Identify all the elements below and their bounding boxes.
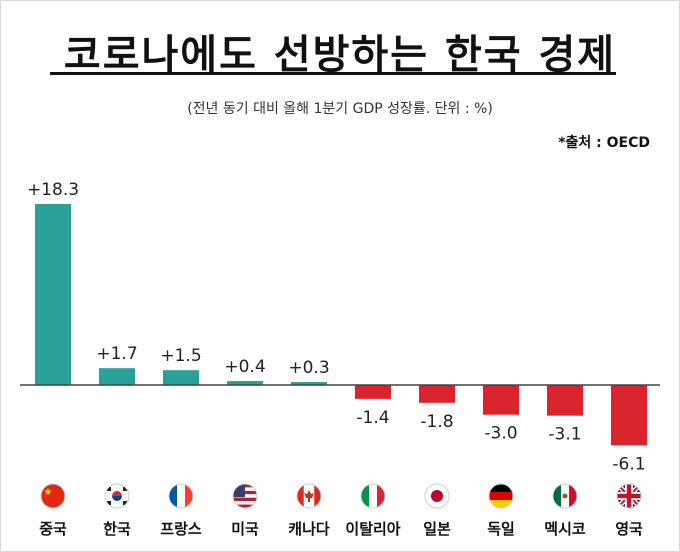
- italy-flag-icon: [360, 483, 386, 509]
- category-label-6: 일본: [423, 520, 451, 538]
- value-label-6: -1.8: [420, 412, 453, 432]
- japan-flag-icon: [424, 483, 450, 509]
- mexico-flag-icon: [552, 483, 578, 509]
- category-label-9: 영국: [615, 520, 643, 538]
- category-label-4: 캐나다: [288, 520, 330, 538]
- bar-3: [227, 381, 263, 385]
- category-label-7: 독일: [487, 520, 515, 538]
- value-label-2: +1.5: [160, 346, 201, 366]
- bar-8: [547, 385, 583, 416]
- value-label-4: +0.3: [288, 358, 329, 378]
- bar-0: [35, 204, 71, 385]
- bar-1: [99, 368, 135, 385]
- category-label-2: 프랑스: [160, 520, 202, 538]
- value-label-3: +0.4: [224, 357, 265, 377]
- usa-flag-icon: [232, 483, 258, 509]
- bar-6: [419, 385, 455, 403]
- value-label-1: +1.7: [96, 344, 137, 364]
- category-label-5: 이탈리아: [345, 520, 400, 538]
- category-label-3: 미국: [231, 520, 259, 538]
- value-label-5: -1.4: [356, 408, 389, 428]
- value-label-9: -6.1: [612, 454, 645, 474]
- svg-text:★: ★: [44, 487, 53, 498]
- china-flag-icon: ★: [40, 483, 66, 509]
- bar-5: [355, 385, 391, 399]
- category-label-0: 중국: [39, 520, 67, 538]
- value-label-0: +18.3: [27, 180, 79, 200]
- value-label-8: -3.1: [548, 425, 581, 445]
- title-underline: [50, 72, 616, 75]
- category-label-8: 멕시코: [544, 520, 586, 538]
- category-label-1: 한국: [103, 520, 131, 538]
- bar-2: [163, 370, 199, 385]
- south-korea-flag-icon: [104, 483, 130, 509]
- chart-title: 코로나에도 선방하는 한국 경제: [63, 32, 617, 78]
- source-note: *출처 : OECD: [558, 135, 650, 151]
- france-flag-icon: [168, 483, 194, 509]
- chart-subtitle: (전년 동기 대비 올해 1분기 GDP 성장률. 단위 : %): [187, 101, 493, 117]
- canada-flag-icon: [296, 483, 322, 509]
- value-label-7: -3.0: [484, 424, 517, 444]
- bar-7: [483, 385, 519, 415]
- uk-flag-icon: [616, 483, 642, 509]
- bar-4: [291, 382, 327, 385]
- germany-flag-icon: [488, 483, 514, 509]
- bar-9: [611, 385, 647, 446]
